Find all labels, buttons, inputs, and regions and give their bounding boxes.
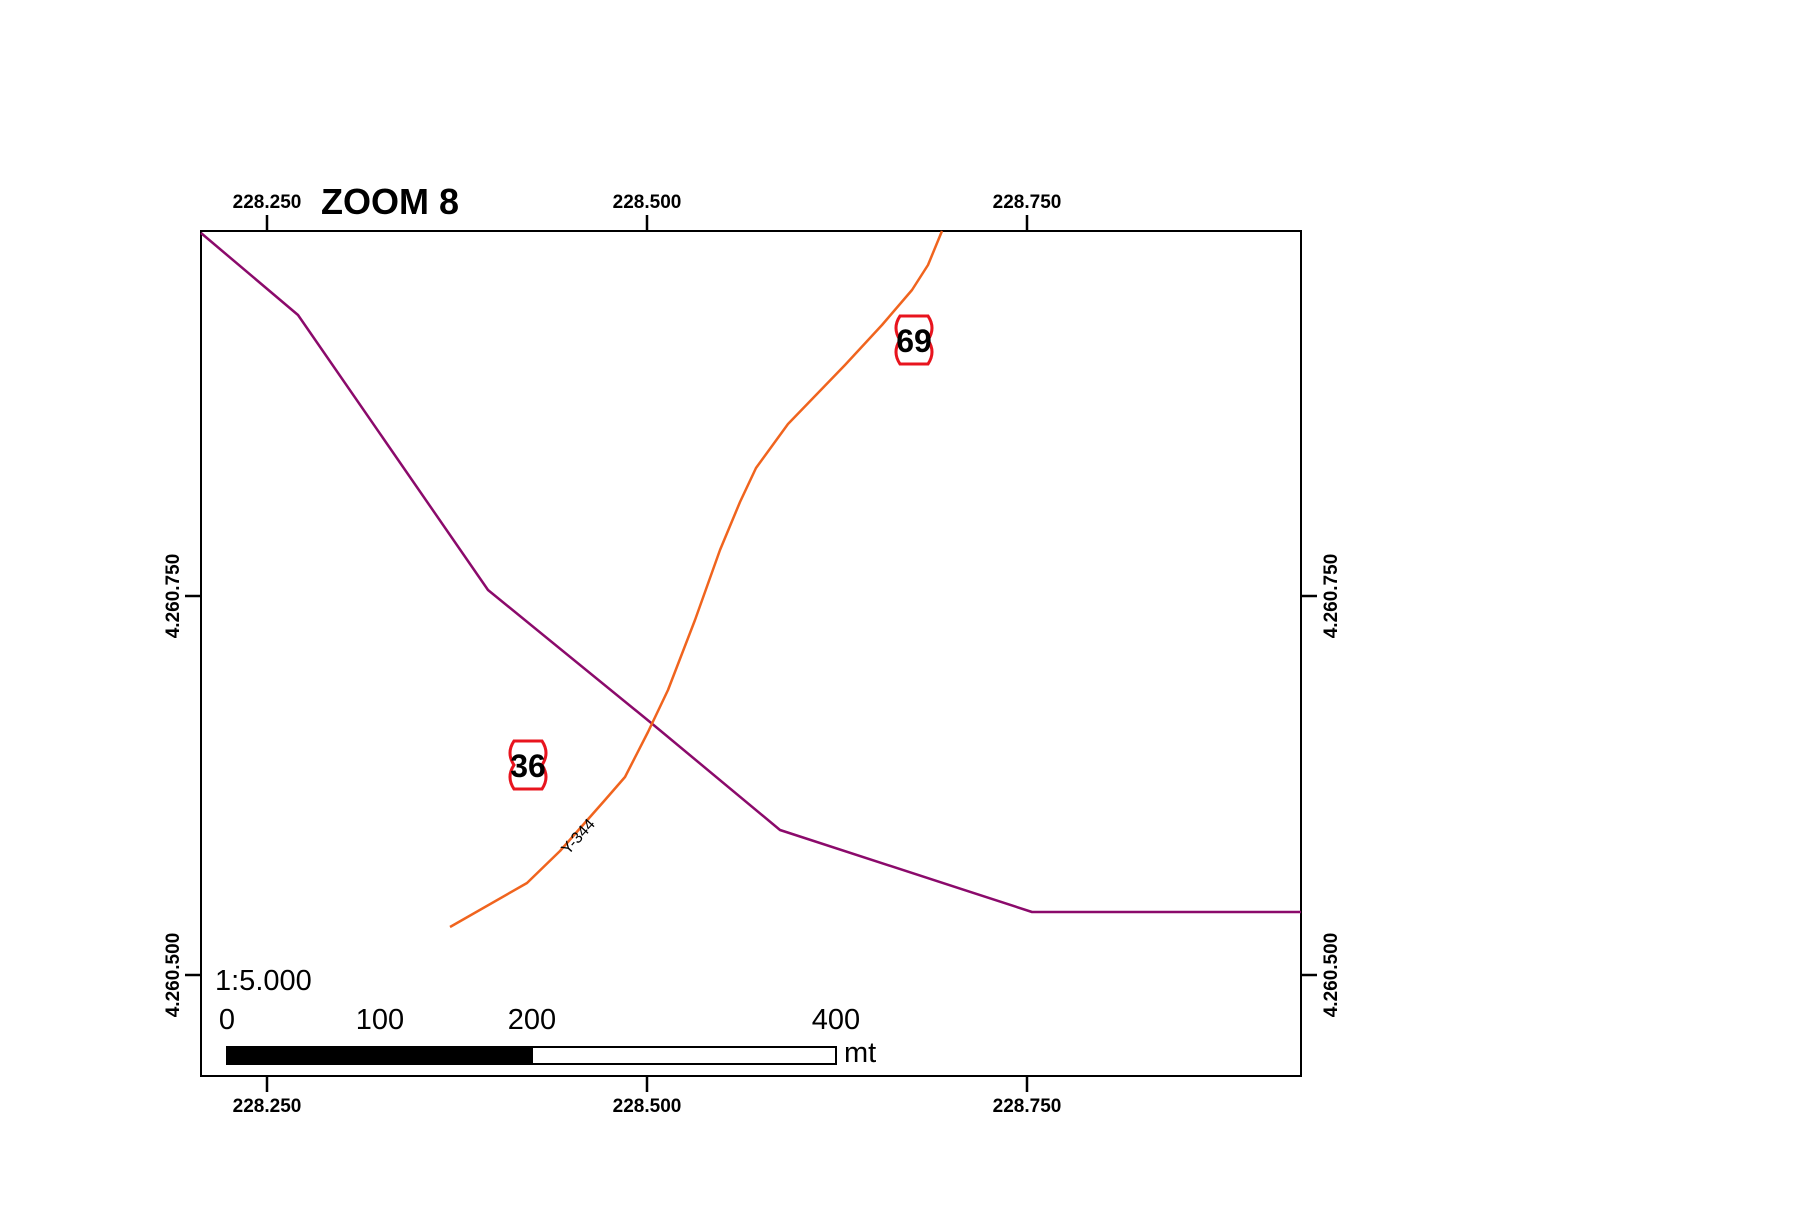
shield-outline xyxy=(508,739,548,791)
scalebar-label: 200 xyxy=(508,1004,556,1036)
left-tick-label: 4.260.750 xyxy=(163,554,184,639)
route-shield-69: 69 xyxy=(894,314,934,366)
top-tick-label: 228.750 xyxy=(993,192,1062,213)
scalebar-filled-segment xyxy=(226,1046,533,1065)
bottom-axis xyxy=(265,1076,1029,1092)
scale-ratio: 1:5.000 xyxy=(215,965,312,997)
shield-outline xyxy=(894,314,934,366)
route-shield-36: 36 xyxy=(508,739,548,791)
left-tick-label: 4.260.500 xyxy=(163,933,184,1018)
orange-road xyxy=(449,230,944,929)
right-tick-label: 4.260.500 xyxy=(1321,933,1342,1018)
top-tick-label: 228.250 xyxy=(233,192,302,213)
left-axis xyxy=(185,594,201,977)
scalebar-empty-segment xyxy=(531,1046,837,1065)
scalebar-label: 0 xyxy=(219,1004,235,1036)
scalebar-label: 100 xyxy=(356,1004,404,1036)
map-frame xyxy=(200,230,1302,1077)
top-axis xyxy=(265,215,1029,231)
right-axis xyxy=(1301,594,1317,977)
bottom-tick-label: 228.500 xyxy=(613,1096,682,1117)
right-tick-label: 4.260.750 xyxy=(1321,554,1342,639)
map-title: ZOOM 8 xyxy=(321,181,459,222)
road-label: Y-344 xyxy=(559,816,599,858)
scalebar-unit: mt xyxy=(844,1037,876,1069)
shield-number: 36 xyxy=(510,748,546,784)
bottom-tick-label: 228.750 xyxy=(993,1096,1062,1117)
shield-number: 69 xyxy=(896,323,932,359)
purple-road xyxy=(200,232,1301,914)
scalebar-label: 400 xyxy=(812,1004,860,1036)
top-tick-label: 228.500 xyxy=(613,192,682,213)
bottom-tick-label: 228.250 xyxy=(233,1096,302,1117)
scalebar xyxy=(226,1046,837,1065)
